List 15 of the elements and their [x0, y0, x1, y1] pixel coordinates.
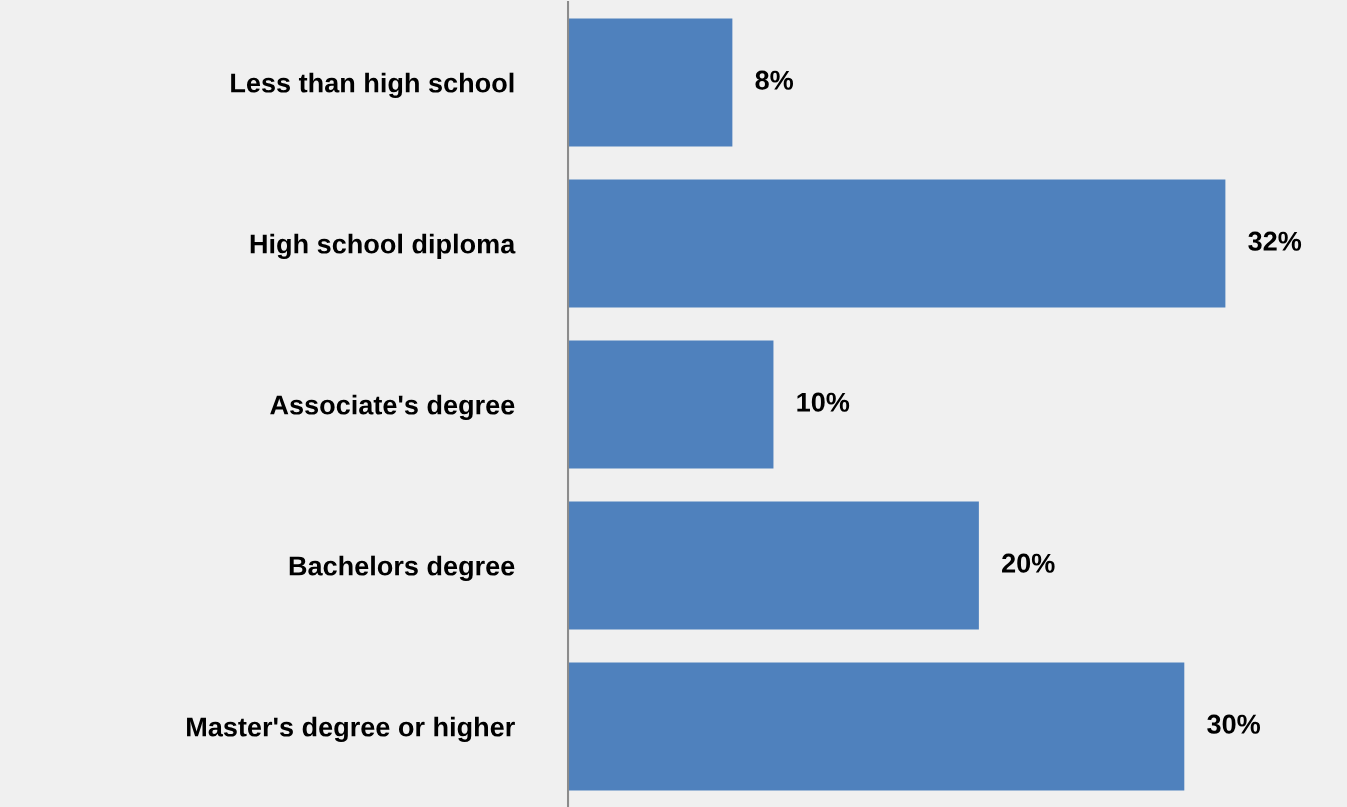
data-label: 10% [797, 392, 850, 412]
bar [568, 340, 774, 469]
y-tick-label: Master's degree or higher [187, 716, 515, 743]
data-label: 32% [1248, 231, 1302, 251]
data-label: 20% [1002, 553, 1055, 573]
y-tick-label: Less than high school [231, 72, 514, 99]
bar [568, 179, 1226, 308]
data-label: 8% [755, 70, 794, 90]
y-tick-label: Associate's degree [270, 394, 515, 421]
bar [568, 501, 979, 630]
bar [568, 18, 733, 147]
bar [568, 662, 1185, 791]
y-tick-label: Bachelors degree [289, 555, 515, 582]
data-label: 30% [1207, 714, 1261, 734]
y-tick-label: High school diploma [250, 233, 516, 260]
